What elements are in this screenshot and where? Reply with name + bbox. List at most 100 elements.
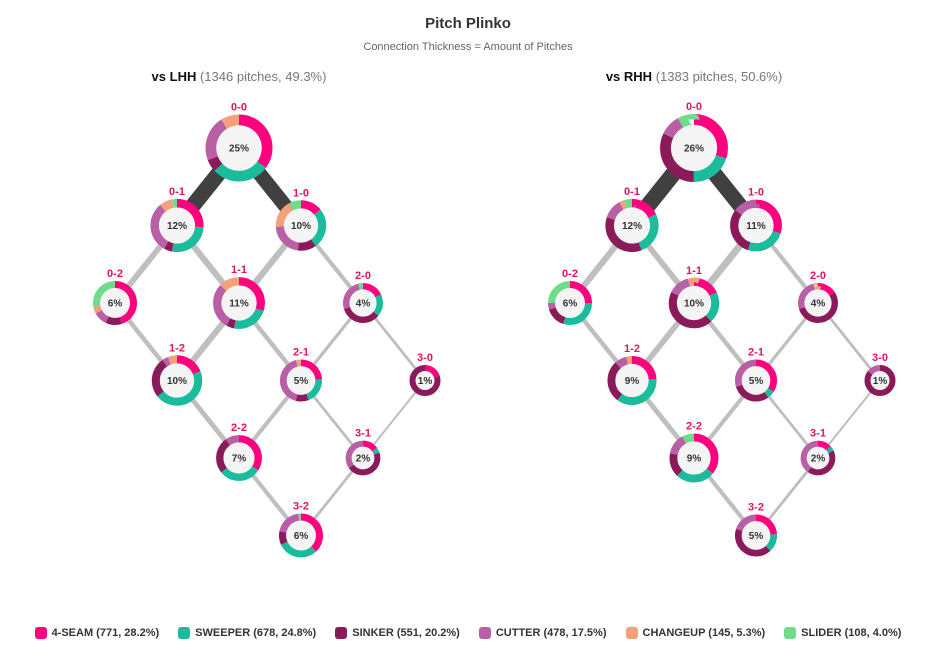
slice-rhh-3-2-sweeper — [734, 514, 778, 557]
legend: 4-SEAM (771, 28.2%) SWEEPER (678, 24.8%)… — [0, 627, 936, 639]
node-center-lhh-3-1 — [351, 446, 375, 470]
slice-rhh-0-1-slider — [605, 198, 659, 253]
node-rhh-1-0[interactable]: 11% 1-0 — [730, 187, 782, 252]
legend-item-sweeper[interactable]: SWEEPER (678, 24.8%) — [178, 627, 316, 639]
slice-lhh-1-1-cutter — [213, 277, 265, 329]
node-rhh-2-1[interactable]: 5% 2-1 — [734, 346, 778, 402]
node-count-lhh-0-1: 0-1 — [169, 186, 185, 198]
legend-item-4seam[interactable]: 4-SEAM (771, 28.2%) — [34, 627, 159, 639]
slice-rhh-1-1-changeup — [668, 277, 720, 329]
node-lhh-3-0[interactable]: 1% 3-0 — [409, 352, 441, 396]
node-count-rhh-2-2: 2-2 — [686, 421, 702, 433]
node-pct-rhh-2-0: 4% — [811, 299, 826, 310]
legend-item-sinker[interactable]: SINKER (551, 20.2%) — [335, 627, 460, 639]
slice-lhh-2-1-sweeper — [279, 359, 323, 402]
slice-rhh-2-1-cutter — [734, 359, 778, 402]
slice-lhh-2-2-sinker — [216, 435, 262, 481]
node-pct-lhh-0-2: 6% — [108, 299, 123, 310]
node-lhh-0-0[interactable]: 25% 0-0 — [205, 102, 273, 182]
node-pct-rhh-1-1: 10% — [684, 299, 704, 310]
slice-rhh-0-2-slider — [547, 280, 593, 326]
node-center-rhh-0-2 — [554, 287, 586, 319]
legend-item-cutter[interactable]: CUTTER (478, 17.5%) — [478, 627, 607, 639]
node-pct-lhh-2-2: 7% — [232, 454, 247, 465]
node-pct-rhh-3-2: 5% — [749, 531, 764, 542]
legend-label-changeup: CHANGEUP (145, 5.3%) — [642, 627, 766, 639]
node-pct-lhh-0-0: 25% — [229, 144, 249, 155]
node-center-lhh-2-1 — [286, 365, 316, 396]
slice-lhh-1-0-sinker — [275, 200, 327, 251]
slice-rhh-3-2-sinker — [734, 514, 778, 557]
node-rhh-3-2[interactable]: 5% 3-2 — [734, 501, 778, 557]
node-pct-lhh-0-1: 12% — [167, 221, 187, 232]
slice-lhh-0-2-slider — [92, 280, 138, 326]
node-rhh-3-0[interactable]: 1% 3-0 — [864, 352, 896, 396]
panel-hand-lhh: vs LHH — [151, 69, 197, 84]
node-lhh-2-2[interactable]: 7% 2-2 — [216, 422, 262, 481]
node-lhh-1-0[interactable]: 10% 1-0 — [275, 187, 327, 251]
node-pct-rhh-0-1: 12% — [622, 221, 642, 232]
node-rhh-2-2[interactable]: 9% 2-2 — [669, 421, 719, 483]
chart-title: Pitch Plinko — [425, 15, 511, 32]
node-lhh-1-2[interactable]: 10% 1-2 — [151, 342, 203, 406]
slice-rhh-2-2-sinker — [669, 433, 719, 483]
slice-lhh-1-1-changeup — [213, 277, 265, 329]
node-rhh-0-1[interactable]: 12% 0-1 — [605, 186, 659, 253]
legend-item-slider[interactable]: SLIDER (108, 4.0%) — [784, 627, 901, 639]
node-count-rhh-0-1: 0-1 — [624, 186, 640, 198]
slice-lhh-2-2-sweeper — [216, 435, 262, 481]
legend-label-slider: SLIDER (108, 4.0%) — [801, 627, 902, 639]
node-count-lhh-3-2: 3-2 — [293, 500, 309, 512]
node-lhh-1-1[interactable]: 11% 1-1 — [213, 264, 265, 329]
node-pct-rhh-2-2: 9% — [687, 454, 702, 465]
node-rhh-0-0[interactable]: 26% 0-0 — [660, 101, 728, 182]
node-rhh-2-0[interactable]: 4% 2-0 — [798, 270, 839, 323]
panel-rhh: 26% 0-0 12% 0-1 11% 1-0 6% 0-2 10% 1-1 4% 2-0 9% 1-2 5… — [547, 101, 896, 557]
slice-lhh-2-0-sinker — [343, 282, 384, 323]
node-lhh-2-0[interactable]: 4% 2-0 — [343, 270, 384, 323]
node-lhh-0-1[interactable]: 12% 0-1 — [150, 186, 204, 253]
panel-header-lhh: vs LHH (1346 pitches, 49.3%) — [152, 69, 327, 84]
node-count-lhh-2-0: 2-0 — [355, 270, 371, 282]
node-lhh-3-1[interactable]: 2% 3-1 — [345, 428, 381, 476]
slice-lhh-0-1-sweeper — [150, 198, 204, 253]
slice-lhh-0-2-sinker — [92, 280, 138, 326]
slice-lhh-2-1-changeup — [279, 359, 323, 402]
slice-rhh-1-2-sweeper — [607, 356, 657, 406]
legend-swatch-changeup — [625, 627, 638, 639]
node-rhh-1-1[interactable]: 10% 1-1 — [668, 265, 720, 329]
node-pct-lhh-1-2: 10% — [167, 376, 187, 387]
slice-lhh-0-0-cutter — [205, 114, 273, 182]
legend-item-changeup[interactable]: CHANGEUP (145, 5.3%) — [625, 627, 766, 639]
node-rhh-3-1[interactable]: 2% 3-1 — [800, 428, 836, 476]
node-lhh-3-2[interactable]: 6% 3-2 — [278, 500, 324, 558]
node-center-lhh-0-0 — [215, 124, 263, 172]
slice-rhh-2-0-changeup — [798, 282, 839, 323]
node-rhh-0-2[interactable]: 6% 0-2 — [547, 268, 593, 326]
legend-swatch-sweeper — [178, 627, 191, 639]
node-center-rhh-1-2 — [614, 363, 650, 398]
node-count-rhh-1-1: 1-1 — [686, 265, 702, 277]
slice-rhh-2-0-sinker — [798, 282, 839, 323]
slice-lhh-1-1-sweeper — [213, 277, 265, 329]
slice-rhh-0-0-sweeper — [660, 114, 728, 182]
node-lhh-2-1[interactable]: 5% 2-1 — [279, 346, 323, 402]
slice-rhh-3-2-cutter — [734, 514, 778, 557]
node-count-lhh-1-2: 1-2 — [169, 342, 185, 354]
legend-swatch-cutter — [478, 627, 491, 639]
node-lhh-0-2[interactable]: 6% 0-2 — [92, 268, 138, 326]
node-center-lhh-2-2 — [222, 441, 256, 475]
node-center-lhh-2-0 — [348, 288, 378, 318]
slice-lhh-2-1-cutter — [279, 359, 323, 402]
slice-lhh-0-1-slider — [150, 198, 204, 253]
node-center-lhh-1-0 — [283, 207, 319, 244]
node-center-rhh-3-1 — [806, 446, 830, 470]
node-center-rhh-2-2 — [676, 440, 712, 476]
node-pct-lhh-3-2: 6% — [294, 531, 309, 542]
node-rhh-1-2[interactable]: 9% 1-2 — [607, 343, 657, 406]
slice-lhh-2-2-cutter — [216, 435, 262, 481]
node-pct-lhh-3-1: 2% — [356, 454, 371, 465]
plinko-network: 25% 0-0 12% 0-1 10% 1-0 6% 0-2 11% 1-1 4% 2-0 10% 1-2… — [92, 101, 896, 558]
slice-rhh-0-2-cutter — [547, 280, 593, 326]
node-center-lhh-3-2 — [285, 520, 317, 551]
